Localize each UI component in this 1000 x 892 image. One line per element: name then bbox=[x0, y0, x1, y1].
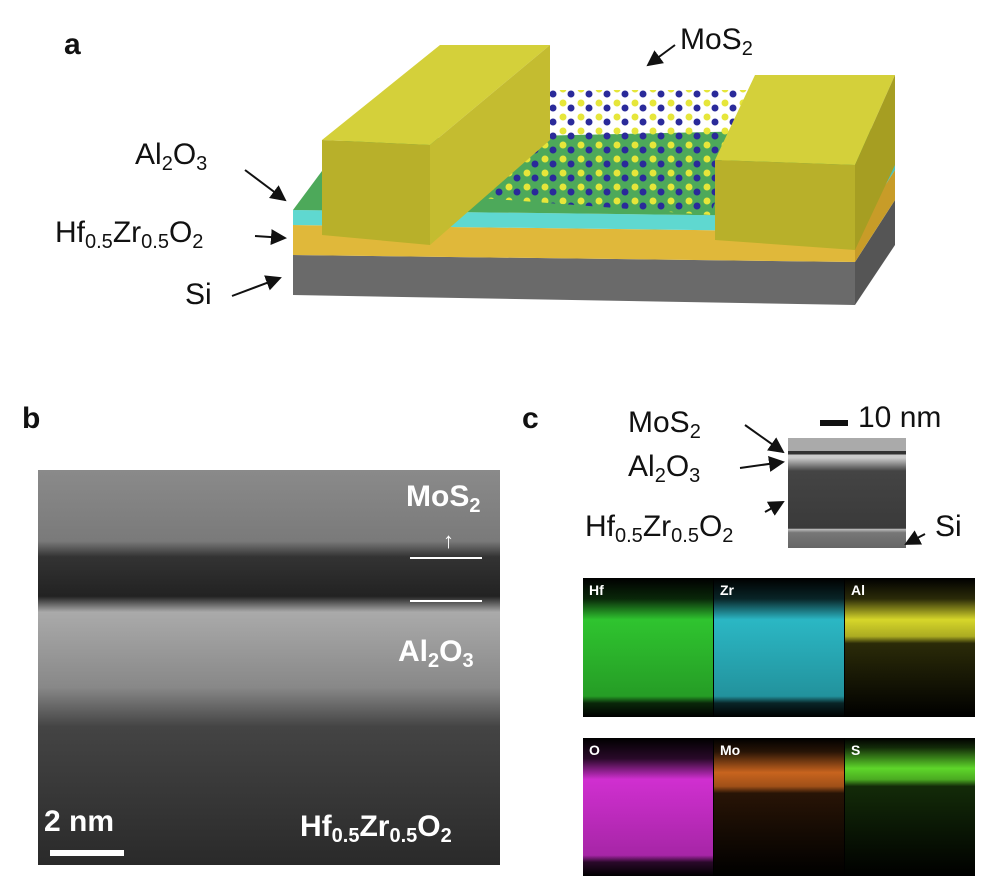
arrow-si bbox=[231, 275, 282, 297]
label-hzo-b: Hf0.5Zr0.5O2 bbox=[300, 810, 452, 847]
left-electrode bbox=[322, 45, 550, 145]
eds-map-al: Al bbox=[845, 578, 975, 717]
label-si: Si bbox=[185, 278, 212, 311]
arrow-al2o3 bbox=[244, 169, 287, 202]
eds-map-zr: Zr bbox=[714, 578, 844, 717]
label-hzo-c: Hf0.5Zr0.5O2 bbox=[585, 510, 734, 547]
eds-map-hf: Hf bbox=[583, 578, 713, 717]
label-al2o3-c: Al2O3 bbox=[628, 450, 701, 487]
panel-label-b: b bbox=[22, 402, 41, 435]
mos2-bottom-line bbox=[410, 600, 482, 602]
si-layer bbox=[293, 255, 855, 305]
eds-map-o: O bbox=[583, 738, 713, 876]
eds-map-s: S bbox=[845, 738, 975, 876]
scale-bar-b bbox=[50, 850, 124, 856]
scale-bar-label-b: 2 nm bbox=[44, 805, 115, 838]
label-mos2: MoS2 bbox=[680, 23, 753, 60]
hrtem-image: MoS2 ↑ Al2O3 Hf0.5Zr0.5O2 2 nm bbox=[38, 470, 500, 865]
label-mos2-b: MoS2 bbox=[406, 480, 481, 517]
label-mos2-c: MoS2 bbox=[628, 406, 701, 443]
arrow-mos2 bbox=[646, 44, 676, 67]
arrow-hzo bbox=[254, 229, 287, 246]
mos2-top-line bbox=[410, 557, 482, 559]
scale-bar-label-c: 10 nm bbox=[858, 401, 942, 434]
panel-label-c: c bbox=[522, 402, 539, 435]
arrow-up-icon: ↑ bbox=[443, 528, 454, 553]
device-schematic bbox=[231, 44, 895, 305]
panel-label-a: a bbox=[64, 28, 81, 61]
right-electrode bbox=[715, 75, 895, 165]
eds-row-2: O Mo S bbox=[583, 738, 975, 876]
label-si-c: Si bbox=[935, 510, 962, 543]
label-al2o3-b: Al2O3 bbox=[398, 635, 474, 672]
scale-bar-c bbox=[820, 420, 848, 426]
label-hzo: Hf0.5Zr0.5O2 bbox=[55, 216, 204, 253]
eds-row-1: Hf Zr Al bbox=[583, 578, 975, 717]
eds-map-mo: Mo bbox=[714, 738, 844, 876]
cross-section-tem bbox=[788, 438, 906, 548]
label-al2o3: Al2O3 bbox=[135, 138, 208, 175]
